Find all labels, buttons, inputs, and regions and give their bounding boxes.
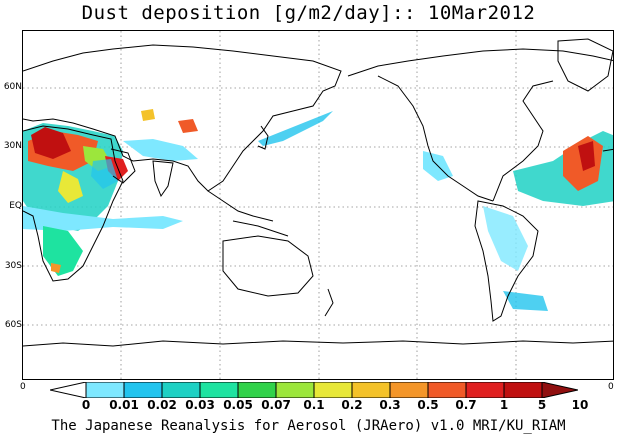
colorbar-tick-label: 0.01 [109,398,139,412]
colorbar-tick-label: 0.05 [223,398,253,412]
colorbar-tick-label: 0.5 [417,398,439,412]
colorbar-tick-label: 0.3 [379,398,401,412]
corner-label-left: 0 [20,382,26,392]
map-panel [22,30,614,380]
colorbar-low-arrow [50,382,87,398]
colorbar-cell [465,382,505,398]
colorbar-cell [313,382,353,398]
colorbar-high-arrow [541,382,578,398]
colorbar-tick-label: 1 [499,398,509,412]
colorbar-tick-label: 0 [81,398,91,412]
colorbar-tick-label: 0.03 [185,398,215,412]
colorbar-cell [85,382,125,398]
lat-label-30n: 30N [3,141,22,151]
colorbar-cell [237,382,277,398]
colorbar-tick-label: 0.07 [261,398,291,412]
colorbar-tick-label: 10 [571,398,589,412]
world-map [23,31,613,379]
colorbar-cell [427,382,467,398]
colorbar-cell [503,382,543,398]
colorbar-cell [123,382,163,398]
colorbar-tick-label: 0.2 [341,398,363,412]
colorbar-tick-label: 0.7 [455,398,477,412]
lat-label-60n: 60N [3,82,22,92]
colorbar-tick-label: 0.1 [303,398,325,412]
footer-credit: The Japanese Reanalysis for Aerosol (JRA… [51,418,566,434]
colorbar-cell [351,382,391,398]
dust-shading [23,109,613,311]
colorbar-cell [161,382,201,398]
map-title: Dust deposition [g/m2/day]:: 10Mar2012 [81,2,536,24]
colorbar-tick-label: 0.02 [147,398,177,412]
colorbar-cell [275,382,315,398]
coastlines [23,38,613,347]
lat-label-eq: EQ [9,201,22,211]
colorbar [50,382,578,398]
colorbar-tick-label: 5 [537,398,547,412]
lat-label-60s: 60S [4,320,22,330]
lat-label-30s: 30S [4,261,22,271]
corner-label-right: 0 [608,382,614,392]
colorbar-cell [389,382,429,398]
colorbar-cell [199,382,239,398]
